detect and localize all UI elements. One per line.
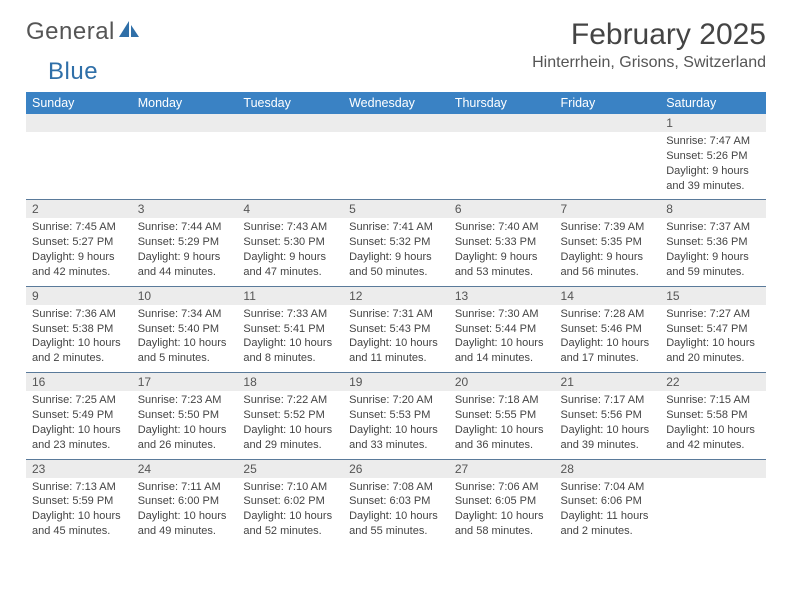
day-detail-cell (343, 132, 449, 200)
day-number-cell: 16 (26, 373, 132, 392)
calendar-table: SundayMondayTuesdayWednesdayThursdayFrid… (26, 92, 766, 545)
day-number-cell: 3 (132, 200, 238, 219)
day-number-cell: 10 (132, 286, 238, 305)
day-number-cell (555, 114, 661, 132)
weekday-header-row: SundayMondayTuesdayWednesdayThursdayFrid… (26, 92, 766, 114)
day-detail-cell: Sunrise: 7:18 AMSunset: 5:55 PMDaylight:… (449, 391, 555, 459)
daynum-row: 2345678 (26, 200, 766, 219)
day-number-cell: 1 (660, 114, 766, 132)
weekday-header: Saturday (660, 92, 766, 114)
daynum-row: 232425262728 (26, 459, 766, 478)
day-detail-cell: Sunrise: 7:27 AMSunset: 5:47 PMDaylight:… (660, 305, 766, 373)
day-number-cell: 22 (660, 373, 766, 392)
daynum-row: 16171819202122 (26, 373, 766, 392)
day-detail-cell: Sunrise: 7:20 AMSunset: 5:53 PMDaylight:… (343, 391, 449, 459)
weekday-header: Monday (132, 92, 238, 114)
day-detail-cell: Sunrise: 7:08 AMSunset: 6:03 PMDaylight:… (343, 478, 449, 545)
day-number-cell: 28 (555, 459, 661, 478)
detail-row: Sunrise: 7:36 AMSunset: 5:38 PMDaylight:… (26, 305, 766, 373)
day-detail-cell: Sunrise: 7:15 AMSunset: 5:58 PMDaylight:… (660, 391, 766, 459)
day-detail-cell: Sunrise: 7:17 AMSunset: 5:56 PMDaylight:… (555, 391, 661, 459)
day-number-cell: 18 (237, 373, 343, 392)
day-detail-cell: Sunrise: 7:22 AMSunset: 5:52 PMDaylight:… (237, 391, 343, 459)
day-detail-cell: Sunrise: 7:06 AMSunset: 6:05 PMDaylight:… (449, 478, 555, 545)
weekday-header: Wednesday (343, 92, 449, 114)
day-detail-cell: Sunrise: 7:25 AMSunset: 5:49 PMDaylight:… (26, 391, 132, 459)
day-number-cell: 27 (449, 459, 555, 478)
day-number-cell (237, 114, 343, 132)
day-detail-cell (132, 132, 238, 200)
day-detail-cell: Sunrise: 7:30 AMSunset: 5:44 PMDaylight:… (449, 305, 555, 373)
day-detail-cell: Sunrise: 7:44 AMSunset: 5:29 PMDaylight:… (132, 218, 238, 286)
day-number-cell: 7 (555, 200, 661, 219)
month-title: February 2025 (532, 18, 766, 52)
daynum-row: 9101112131415 (26, 286, 766, 305)
detail-row: Sunrise: 7:47 AMSunset: 5:26 PMDaylight:… (26, 132, 766, 200)
day-detail-cell: Sunrise: 7:34 AMSunset: 5:40 PMDaylight:… (132, 305, 238, 373)
day-number-cell: 4 (237, 200, 343, 219)
day-detail-cell: Sunrise: 7:40 AMSunset: 5:33 PMDaylight:… (449, 218, 555, 286)
day-number-cell (660, 459, 766, 478)
day-number-cell (132, 114, 238, 132)
weekday-header: Tuesday (237, 92, 343, 114)
weekday-header: Thursday (449, 92, 555, 114)
detail-row: Sunrise: 7:45 AMSunset: 5:27 PMDaylight:… (26, 218, 766, 286)
day-detail-cell: Sunrise: 7:33 AMSunset: 5:41 PMDaylight:… (237, 305, 343, 373)
day-detail-cell: Sunrise: 7:43 AMSunset: 5:30 PMDaylight:… (237, 218, 343, 286)
sail-icon (117, 18, 143, 46)
day-number-cell: 2 (26, 200, 132, 219)
day-detail-cell: Sunrise: 7:11 AMSunset: 6:00 PMDaylight:… (132, 478, 238, 545)
day-number-cell: 15 (660, 286, 766, 305)
day-detail-cell (449, 132, 555, 200)
day-detail-cell: Sunrise: 7:47 AMSunset: 5:26 PMDaylight:… (660, 132, 766, 200)
day-detail-cell: Sunrise: 7:37 AMSunset: 5:36 PMDaylight:… (660, 218, 766, 286)
day-detail-cell (26, 132, 132, 200)
location: Hinterrhein, Grisons, Switzerland (532, 54, 766, 72)
day-number-cell (449, 114, 555, 132)
weekday-header: Sunday (26, 92, 132, 114)
day-detail-cell: Sunrise: 7:04 AMSunset: 6:06 PMDaylight:… (555, 478, 661, 545)
day-detail-cell: Sunrise: 7:39 AMSunset: 5:35 PMDaylight:… (555, 218, 661, 286)
day-number-cell: 13 (449, 286, 555, 305)
brand-part1: General (26, 18, 115, 46)
day-number-cell: 6 (449, 200, 555, 219)
day-detail-cell: Sunrise: 7:23 AMSunset: 5:50 PMDaylight:… (132, 391, 238, 459)
day-number-cell: 24 (132, 459, 238, 478)
day-detail-cell (555, 132, 661, 200)
detail-row: Sunrise: 7:13 AMSunset: 5:59 PMDaylight:… (26, 478, 766, 545)
day-number-cell: 14 (555, 286, 661, 305)
day-number-cell: 11 (237, 286, 343, 305)
brand-logo: General (26, 18, 143, 46)
weekday-header: Friday (555, 92, 661, 114)
day-number-cell: 5 (343, 200, 449, 219)
day-number-cell: 23 (26, 459, 132, 478)
day-detail-cell: Sunrise: 7:45 AMSunset: 5:27 PMDaylight:… (26, 218, 132, 286)
detail-row: Sunrise: 7:25 AMSunset: 5:49 PMDaylight:… (26, 391, 766, 459)
day-number-cell: 25 (237, 459, 343, 478)
day-detail-cell: Sunrise: 7:41 AMSunset: 5:32 PMDaylight:… (343, 218, 449, 286)
day-number-cell (26, 114, 132, 132)
day-detail-cell: Sunrise: 7:31 AMSunset: 5:43 PMDaylight:… (343, 305, 449, 373)
day-detail-cell: Sunrise: 7:28 AMSunset: 5:46 PMDaylight:… (555, 305, 661, 373)
day-number-cell: 12 (343, 286, 449, 305)
day-detail-cell: Sunrise: 7:13 AMSunset: 5:59 PMDaylight:… (26, 478, 132, 545)
brand-part2: Blue (48, 58, 98, 86)
day-detail-cell (237, 132, 343, 200)
day-number-cell: 17 (132, 373, 238, 392)
day-number-cell: 8 (660, 200, 766, 219)
day-detail-cell: Sunrise: 7:36 AMSunset: 5:38 PMDaylight:… (26, 305, 132, 373)
title-block: February 2025 Hinterrhein, Grisons, Swit… (532, 18, 766, 72)
day-number-cell: 19 (343, 373, 449, 392)
day-number-cell: 9 (26, 286, 132, 305)
calendar-body: 1Sunrise: 7:47 AMSunset: 5:26 PMDaylight… (26, 114, 766, 545)
daynum-row: 1 (26, 114, 766, 132)
day-detail-cell: Sunrise: 7:10 AMSunset: 6:02 PMDaylight:… (237, 478, 343, 545)
day-detail-cell (660, 478, 766, 545)
day-number-cell (343, 114, 449, 132)
day-number-cell: 26 (343, 459, 449, 478)
day-number-cell: 20 (449, 373, 555, 392)
day-number-cell: 21 (555, 373, 661, 392)
